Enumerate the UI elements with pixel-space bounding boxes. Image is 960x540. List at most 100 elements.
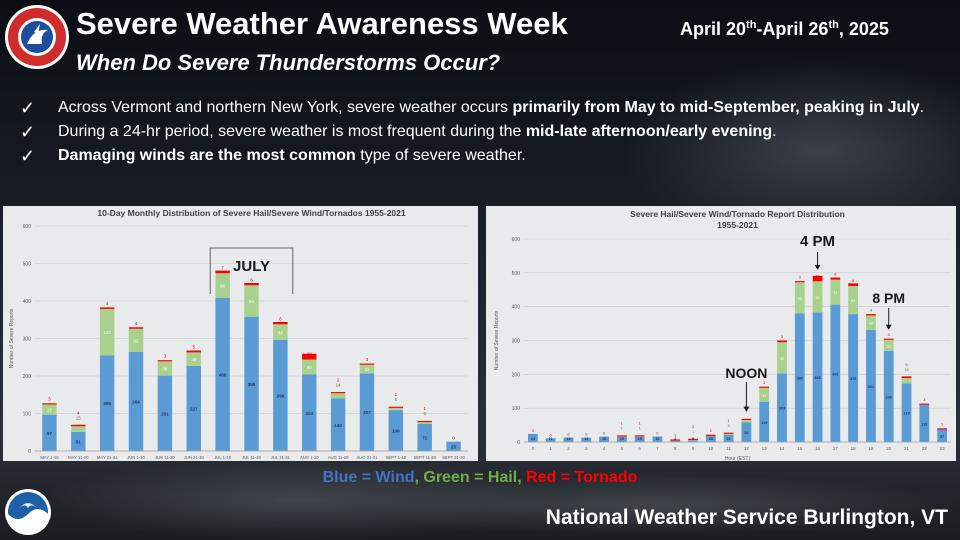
bar-wind xyxy=(705,435,716,442)
data-label-tornado: 5 xyxy=(193,344,196,349)
bar-hail xyxy=(71,426,86,432)
x-tick-label: 22 xyxy=(922,446,928,451)
x-tick-label: MAY 1-10 xyxy=(40,455,59,460)
data-label-hail: 5 xyxy=(423,411,426,416)
y-tick-label: 500 xyxy=(512,271,521,277)
data-label-tornado: 5 xyxy=(781,335,783,339)
data-label-wind: 140 xyxy=(334,423,342,428)
monthly-chart-svg: 10-Day Monthly Distribution of Severe Ha… xyxy=(9,208,468,460)
july-bracket xyxy=(209,247,294,294)
x-tick-label: 14 xyxy=(779,446,785,451)
data-label-wind: 72 xyxy=(422,436,428,441)
bar-wind xyxy=(563,437,574,442)
header: Severe Weather Awareness Week April 20th… xyxy=(0,0,960,84)
y-tick-label: 100 xyxy=(512,406,521,412)
y-tick-label: 500 xyxy=(23,262,32,268)
x-tick-label: 8 xyxy=(674,446,677,451)
bar-wind xyxy=(883,350,894,442)
data-label-hail: 1 xyxy=(639,427,641,431)
bar-hail xyxy=(99,308,115,356)
x-tick-label: 3 xyxy=(585,446,588,451)
data-label-tornado: 2 xyxy=(710,429,712,433)
bar-tornado xyxy=(759,386,770,388)
data-label-tornado: 3 xyxy=(48,397,51,402)
x-tick-label: MAY 21-31 xyxy=(97,455,118,460)
data-label-wind: 25 xyxy=(451,444,457,449)
bar-hail xyxy=(777,342,787,374)
bar-hail xyxy=(723,433,734,435)
y-tick-label: 100 xyxy=(23,412,32,418)
bar-wind xyxy=(919,404,930,442)
data-label-wind: 97 xyxy=(47,431,53,436)
annotation-arrowhead xyxy=(885,324,892,330)
data-label-wind: 18 xyxy=(709,437,713,441)
bullet-item: ✓ During a 24-hr period, severe weather … xyxy=(20,122,777,142)
data-label-hail: 7 xyxy=(745,410,747,414)
x-tick-label: JUN 21-30 xyxy=(184,455,205,460)
bar-tornado xyxy=(688,438,698,440)
bar-hail xyxy=(330,393,346,399)
y-axis-label: Number of Severe Reports xyxy=(494,310,500,370)
bar-tornado xyxy=(616,435,627,437)
bar-tornado xyxy=(723,432,734,434)
y-tick-label: 600 xyxy=(23,224,32,230)
x-axis-label: Hour (EST) xyxy=(725,456,751,461)
data-label-wind: 13 xyxy=(584,437,588,441)
data-label-tornado: 1 xyxy=(423,406,426,411)
data-label-hail: 1 xyxy=(621,427,623,431)
legend-tornado: Red = Tornado xyxy=(526,469,638,486)
data-label-wind: 408 xyxy=(219,373,227,378)
x-tick-label: 17 xyxy=(833,446,839,451)
annotation-hour: NOON xyxy=(725,365,767,381)
data-label-hail: 16 xyxy=(904,368,908,372)
bar-wind xyxy=(794,313,805,442)
data-label-hail: 43 xyxy=(869,322,873,326)
data-label-tornado: 6 xyxy=(834,273,836,277)
data-label-tornado: 1 xyxy=(941,422,943,426)
x-tick-label: 16 xyxy=(815,446,821,451)
bar-tornado xyxy=(215,270,230,274)
bar-wind xyxy=(446,441,461,451)
bar-wind xyxy=(741,422,752,442)
data-label-tornado: 4 xyxy=(77,410,80,415)
y-tick-label: 300 xyxy=(23,337,32,343)
chart-subtitle: 1955-2021 xyxy=(717,220,758,230)
data-label-tornado: 7 xyxy=(221,265,224,270)
data-label-tornado: 3 xyxy=(366,357,369,362)
data-label-tornado: 0 xyxy=(603,432,605,436)
data-label-wind: 204 xyxy=(305,411,313,416)
legend-hail: Green = Hail xyxy=(423,469,518,486)
x-tick-label: 11 xyxy=(726,446,731,451)
y-axis-label: Number of Severe Reports xyxy=(9,308,15,368)
data-label-wind: 264 xyxy=(132,400,140,405)
bar-wind xyxy=(652,436,663,442)
x-tick-label: 15 xyxy=(797,446,803,451)
bar-wind xyxy=(157,375,173,451)
bullet-item: ✓ Damaging winds are the most common typ… xyxy=(20,146,526,166)
chart-title: Severe Hail/Severe Wind/Tornado Report D… xyxy=(630,209,845,219)
x-tick-label: 6 xyxy=(638,446,641,451)
bar-hail xyxy=(244,285,259,317)
bar-wind xyxy=(777,373,787,442)
x-tick-label: JUL 1-10 xyxy=(214,455,232,460)
bar-hail xyxy=(42,404,57,415)
x-tick-label: 4 xyxy=(603,446,606,451)
bullet-list: ✓ Across Vermont and northern New York, … xyxy=(20,96,950,168)
x-tick-label: JUN 11-20 xyxy=(155,455,175,460)
bar-wind xyxy=(528,433,538,442)
bar-tornado xyxy=(273,322,288,325)
bar-hail xyxy=(794,282,805,314)
page-subtitle: When Do Severe Thunderstorms Occur? xyxy=(76,50,501,75)
data-label-tornado: 3 xyxy=(763,381,765,385)
y-tick-label: 600 xyxy=(512,237,521,243)
bar-tornado xyxy=(830,277,841,280)
data-label-tornado: 2 xyxy=(337,377,340,382)
bar-hail xyxy=(883,339,894,351)
data-label-wind: 173 xyxy=(903,412,909,416)
data-label-hail: 23 xyxy=(364,367,370,372)
data-label-wind: 5 xyxy=(692,437,694,441)
bar-tornado xyxy=(71,424,86,427)
annotation-july: JULY xyxy=(233,258,270,275)
checkmark-icon: ✓ xyxy=(20,146,36,166)
noaa-logo-icon xyxy=(5,489,51,535)
